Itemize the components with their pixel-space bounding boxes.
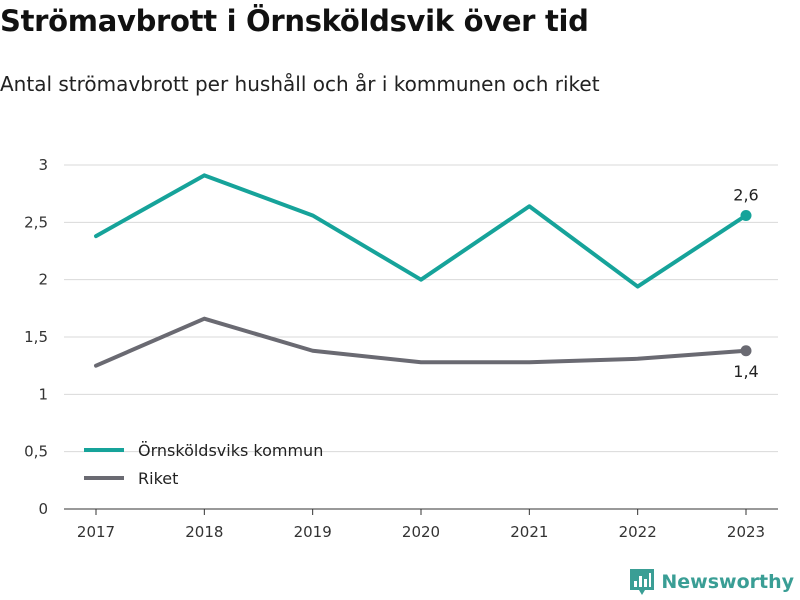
newsworthy-logo-icon	[630, 569, 655, 595]
x-tick-label: 2019	[294, 523, 332, 541]
end-point-kommun	[740, 209, 752, 221]
end-label-kommun: 2,6	[733, 185, 758, 204]
y-tick-label: 0	[38, 500, 48, 518]
y-tick-label: 0,5	[24, 443, 48, 461]
grid-lines	[64, 164, 778, 453]
x-tick-label: 2018	[185, 523, 223, 541]
x-tick-label: 2022	[619, 523, 657, 541]
x-tick-label: 2023	[727, 523, 765, 541]
x-axis: 2017 2018 2019 2020 2021 2022 2023	[64, 508, 778, 541]
chart-subtitle: Antal strömavbrott per hushåll och år i …	[0, 72, 600, 96]
brand-name: Newsworthy	[661, 571, 794, 593]
series-lines	[94, 173, 752, 368]
y-tick-label: 1,5	[24, 328, 48, 346]
legend: Örnsköldsviks kommun Riket	[84, 441, 323, 488]
y-axis-ticks: 0 0,5 1 1,5 2 2,5 3	[24, 156, 48, 518]
x-tick-label: 2020	[402, 523, 440, 541]
legend-label-riket: Riket	[138, 469, 178, 488]
y-tick-label: 1	[38, 385, 48, 403]
end-label-riket: 1,4	[733, 362, 758, 381]
end-point-riket	[740, 345, 752, 357]
y-tick-label: 2	[38, 271, 48, 289]
x-tick-label: 2021	[510, 523, 548, 541]
series-line-riket	[94, 316, 748, 368]
newsworthy-brand: Newsworthy	[629, 568, 794, 596]
y-tick-label: 3	[38, 156, 48, 174]
series-line-kommun	[94, 173, 748, 289]
y-tick-label: 2,5	[24, 213, 48, 231]
x-tick-label: 2017	[77, 523, 115, 541]
legend-label-kommun: Örnsköldsviks kommun	[138, 441, 323, 460]
data-labels: 2,6 1,4	[733, 185, 758, 380]
chart-title: Strömavbrott i Örnsköldsvik över tid	[0, 4, 589, 38]
